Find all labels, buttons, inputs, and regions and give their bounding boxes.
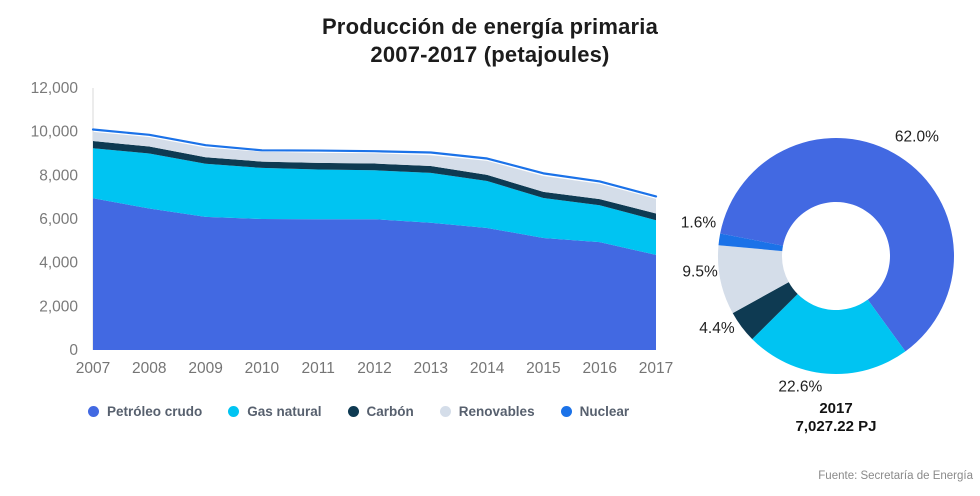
area-series-carbon bbox=[93, 141, 656, 221]
legend-label: Nuclear bbox=[579, 404, 630, 419]
area-series-gas-natural bbox=[93, 148, 656, 255]
y-axis-tick-label: 6,000 bbox=[39, 211, 78, 228]
x-axis-tick-label: 2013 bbox=[414, 360, 448, 377]
legend-label: Renovables bbox=[458, 404, 535, 419]
y-axis-tick-label: 4,000 bbox=[39, 255, 78, 272]
donut-percent-label-renovables: 9.5% bbox=[682, 264, 718, 281]
legend-item-renovables: Renovables bbox=[439, 404, 535, 419]
legend-swatch-icon bbox=[439, 406, 451, 417]
y-axis-tick-label: 8,000 bbox=[39, 167, 78, 184]
x-axis-tick-label: 2014 bbox=[470, 360, 505, 377]
legend-label: Gas natural bbox=[247, 404, 322, 419]
donut-slice-nuclear bbox=[718, 233, 783, 252]
legend-swatch-icon bbox=[88, 406, 99, 417]
area-series-renovables bbox=[93, 131, 656, 214]
legend-label: Carbón bbox=[366, 404, 414, 419]
donut-slice-carbon bbox=[732, 282, 798, 340]
chart-title: Producción de energía primaria 2007-2017… bbox=[0, 13, 980, 69]
x-axis-tick-label: 2010 bbox=[245, 360, 280, 377]
x-axis-tick-label: 2016 bbox=[582, 360, 616, 377]
donut-caption-total: 7,027.22 PJ bbox=[795, 418, 877, 435]
donut-caption: 2017 7,027.22 PJ bbox=[726, 400, 946, 436]
donut-percent-label-gas-natural: 22.6% bbox=[778, 379, 822, 396]
x-axis-tick-label: 2008 bbox=[132, 360, 166, 377]
legend-swatch-icon bbox=[228, 406, 240, 417]
legend-item-petroleo-crudo: Petróleo crudo bbox=[88, 404, 202, 419]
donut-slice-renovables bbox=[718, 245, 789, 314]
y-axis-tick-label: 10,000 bbox=[31, 124, 79, 141]
donut-caption-year: 2017 bbox=[819, 400, 853, 417]
donut-slice-petroleo-crudo bbox=[720, 137, 954, 352]
y-axis-tick-label: 12,000 bbox=[31, 80, 79, 97]
area-series-petroleo-crudo bbox=[93, 198, 656, 350]
x-axis-tick-label: 2007 bbox=[76, 360, 110, 377]
y-axis-tick-label: 2,000 bbox=[39, 298, 78, 315]
chart-title-line2: 2007-2017 (petajoules) bbox=[370, 42, 610, 67]
chart-legend: Petróleo crudo Gas natural Carbón Renovable… bbox=[88, 404, 629, 419]
chart-title-line1: Producción de energía primaria bbox=[321, 14, 659, 39]
x-axis-tick-label: 2011 bbox=[302, 360, 335, 377]
area-series-nuclear bbox=[91, 128, 658, 198]
legend-swatch-icon bbox=[560, 406, 572, 417]
legend-label: Petróleo crudo bbox=[107, 404, 203, 419]
donut-percent-label-carbon: 4.4% bbox=[699, 320, 735, 337]
donut-slice-gas-natural bbox=[752, 294, 906, 374]
legend-item-nuclear: Nuclear bbox=[560, 404, 630, 419]
x-axis-tick-label: 2012 bbox=[357, 360, 391, 377]
legend-swatch-icon bbox=[347, 406, 359, 417]
y-axis-tick-label: 0 bbox=[69, 342, 78, 359]
donut-percent-label-petroleo-crudo: 62.0% bbox=[895, 129, 939, 146]
donut-percent-label-nuclear: 1.6% bbox=[681, 215, 717, 232]
x-axis-tick-label: 2015 bbox=[526, 360, 560, 377]
x-axis-tick-label: 2009 bbox=[188, 360, 222, 377]
x-axis-tick-label: 2017 bbox=[639, 360, 673, 377]
source-credit: Fuente: Secretaría de Energía bbox=[818, 470, 973, 482]
legend-item-gas-natural: Gas natural bbox=[228, 404, 322, 419]
legend-item-carbon: Carbón bbox=[347, 404, 414, 419]
